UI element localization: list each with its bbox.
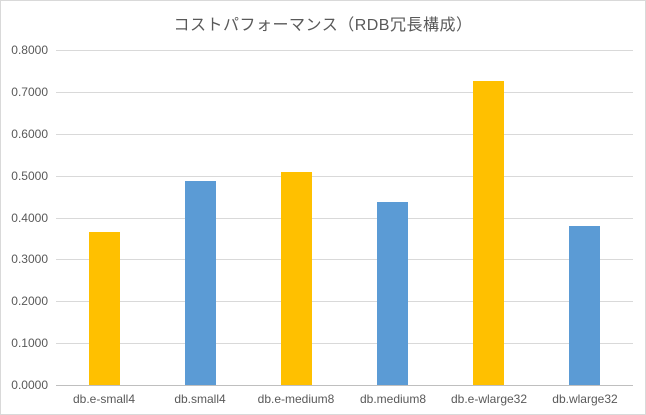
y-tick-label: 0.1000	[11, 336, 48, 350]
gridline	[56, 176, 633, 177]
bar-db.medium8[interactable]	[377, 202, 408, 385]
gridline	[56, 259, 633, 260]
bar-db.e-medium8[interactable]	[281, 172, 312, 385]
x-axis-line	[56, 385, 633, 386]
gridline	[56, 134, 633, 135]
y-tick-label: 0.0000	[11, 378, 48, 392]
y-tick-label: 0.2000	[11, 294, 48, 308]
bar-db.wlarge32[interactable]	[569, 226, 600, 385]
gridline	[56, 50, 633, 51]
x-tick-label: db.e-small4	[72, 392, 136, 406]
x-tick-label: db.e-wlarge32	[450, 392, 528, 406]
chart-title: コストパフォーマンス（RDB冗長構成）	[173, 17, 473, 34]
x-tick-label: db.medium8	[359, 392, 427, 406]
gridline	[56, 218, 633, 219]
y-tick-label: 0.4000	[11, 211, 48, 225]
gridline	[56, 92, 633, 93]
y-tick-label: 0.3000	[11, 252, 48, 266]
y-tick-label: 0.7000	[11, 85, 48, 99]
y-tick-label: 0.5000	[11, 169, 48, 183]
y-tick-label: 0.6000	[11, 127, 48, 141]
bar-db.small4[interactable]	[185, 181, 216, 385]
x-tick-label: db.e-medium8	[257, 392, 335, 406]
bar-db.e-wlarge32[interactable]	[473, 81, 504, 385]
y-tick-label: 0.8000	[11, 43, 48, 57]
bar-db.e-small4[interactable]	[89, 232, 120, 385]
x-tick-label: db.small4	[174, 392, 226, 406]
x-tick-label: db.wlarge32	[552, 392, 618, 406]
gridline	[56, 301, 633, 302]
gridline	[56, 343, 633, 344]
